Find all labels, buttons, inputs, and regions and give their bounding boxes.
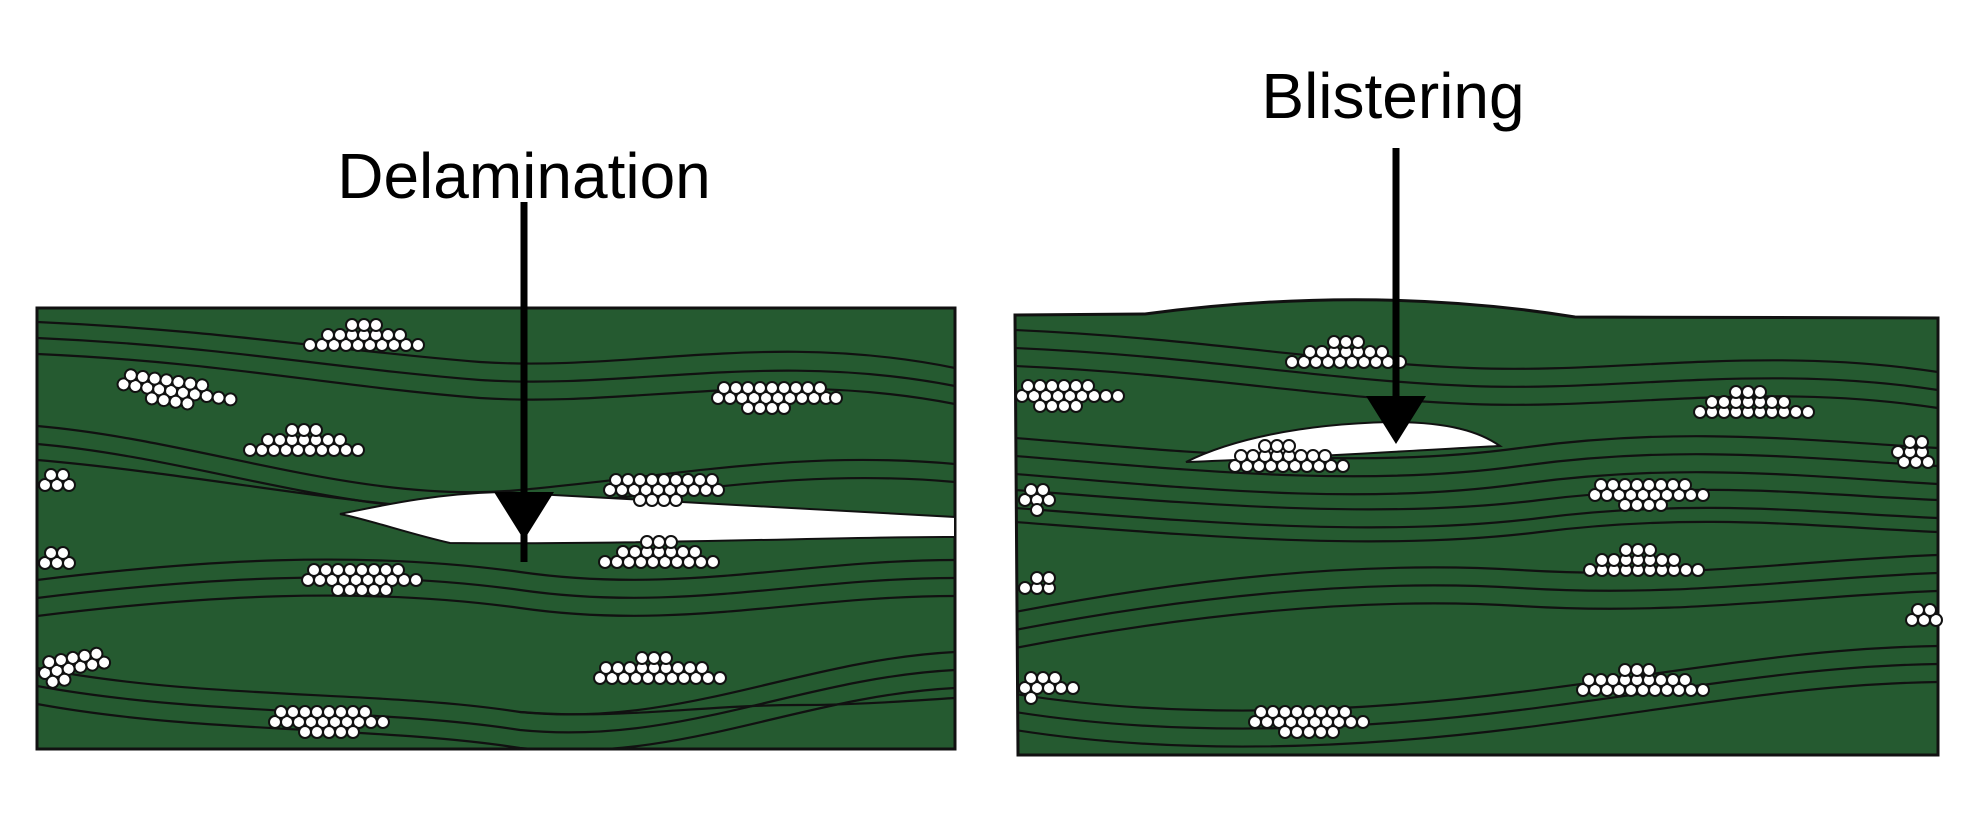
fiber-bundle-edge [38,468,76,492]
fiber-bundle [1248,705,1370,739]
fiber-bundle [598,535,720,569]
fiber-bundle-edge [1018,571,1056,595]
delamination-label: Delamination [337,140,711,212]
arrow-down-icon [1366,148,1426,444]
fiber-bundle-edge [1905,603,1943,627]
delamination-void [339,490,956,545]
fiber-bundle [303,318,425,352]
blistering-panel: Blistering [1013,60,1943,757]
fiber-bundle [1015,379,1125,413]
fiber-bundle [1693,385,1815,419]
fiber-bundle [593,651,727,685]
fiber-bundle [301,563,423,597]
fiber-bundle-edge [38,546,76,570]
ply-lines [1015,328,1938,748]
fiber-bundle [1576,663,1710,697]
fiber-bundle [1228,439,1350,473]
fiber-bundle-edge [1891,435,1935,469]
fiber-bundle-edge [1018,671,1080,705]
fiber-bundle [1583,543,1705,577]
fiber-bundles [38,318,843,739]
fiber-bundle [116,368,238,411]
delamination-panel: Delamination [35,140,957,751]
fiber-bundle [268,705,390,739]
blistering-label: Blistering [1261,60,1524,132]
arrow-down-icon [494,202,554,562]
fiber-bundle [1588,478,1710,512]
fiber-bundles [1015,335,1943,739]
fiber-bundle-edge [38,646,112,689]
fiber-bundle [603,473,725,507]
fiber-bundle [1285,335,1407,369]
fiber-bundle [243,423,365,457]
fiber-bundle-edge [1018,483,1056,517]
fiber-bundle [711,381,843,415]
